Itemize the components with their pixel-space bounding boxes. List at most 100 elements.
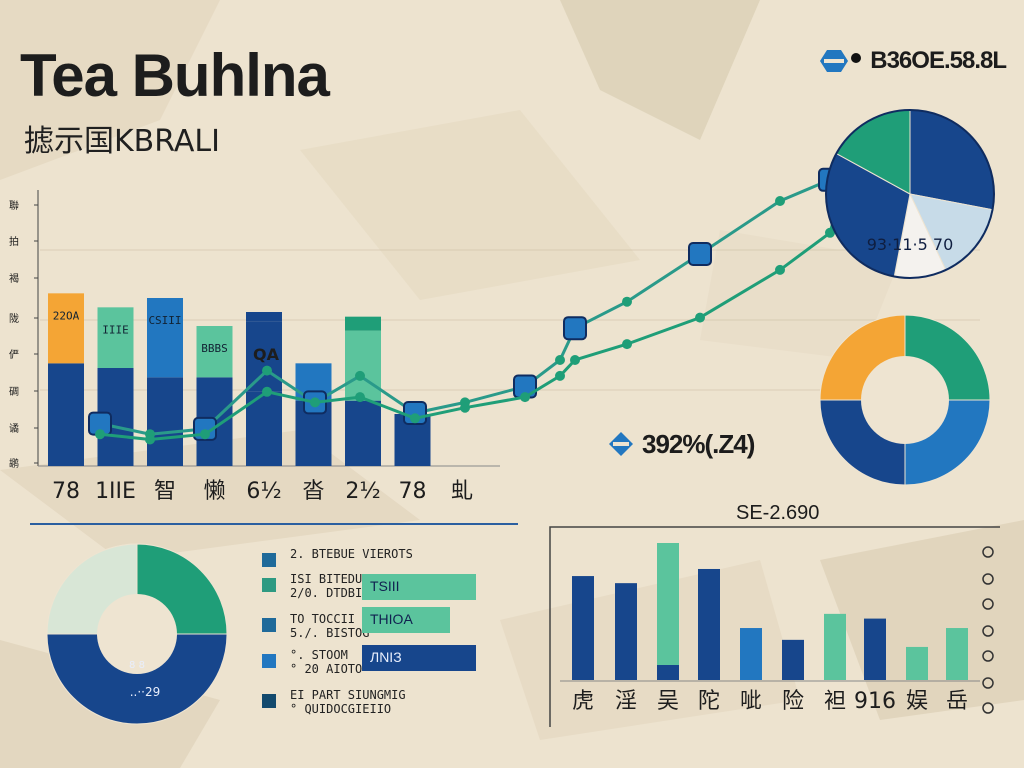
main-x-tick-label: 沓	[302, 479, 324, 504]
header-code: B36OE.58.8L	[870, 47, 1007, 74]
legend-label: °. STOOM	[290, 648, 348, 662]
bottom-x-tick-label: 916	[854, 689, 896, 714]
trend-marker	[688, 242, 712, 266]
main-y-tick-label: 俨	[9, 348, 19, 361]
trend-point	[520, 392, 530, 403]
bottom-bar	[740, 628, 762, 680]
bottom-x-tick-label: 娱	[906, 689, 928, 714]
legend-swatch	[262, 694, 276, 708]
legend-bar-label: ЛNIЗ	[370, 649, 402, 665]
bottom-bar	[572, 576, 594, 680]
main-y-tick-label: 鹕	[9, 457, 19, 470]
legend-label: EI PART SIUNGMIG	[290, 688, 406, 702]
legend-swatch	[262, 618, 276, 632]
bottom-y-tick-icon	[982, 625, 994, 637]
bottom-x-tick-label: 险	[782, 689, 804, 714]
main-bar-segment	[147, 298, 183, 378]
trend-point	[95, 429, 105, 440]
trend-point	[555, 370, 565, 381]
trend-point	[570, 355, 580, 365]
bottom-x-tick-label: 袒	[824, 689, 846, 714]
bottom-y-tick-icon	[982, 598, 994, 610]
bottom-y-tick-icon	[982, 702, 994, 714]
trend-point	[622, 296, 632, 307]
bottom-bar	[657, 543, 679, 680]
trend-point	[310, 397, 320, 408]
main-x-tick-label: 78	[52, 479, 80, 504]
legend-swatch	[262, 553, 276, 567]
bottom-y-tick-icon	[982, 573, 994, 585]
main-x-tick-label: 78	[399, 479, 427, 504]
bottom-bar-cap	[657, 665, 679, 680]
trend-line-2	[99, 189, 844, 442]
hexagon-icon	[820, 50, 862, 72]
trend-point	[622, 339, 632, 350]
diamond-icon	[609, 432, 633, 456]
trend-point	[825, 227, 835, 238]
trend-point	[695, 312, 705, 323]
bottom-bar	[906, 646, 928, 680]
legend-bar-label: TSIII	[370, 578, 400, 594]
donut-bottom-hole	[97, 594, 177, 674]
donut-mid-hole	[861, 356, 949, 444]
bottom-y-tick-icon	[982, 546, 994, 558]
bottom-bar	[864, 618, 886, 680]
mid-code: 392%(.Z4)	[642, 428, 755, 459]
legend-bar: TSIII	[362, 574, 476, 600]
bottom-bar	[782, 639, 804, 680]
main-y-tick-label: 拍	[9, 235, 19, 248]
main-bar-segment	[48, 293, 84, 364]
main-bar-segment	[345, 330, 381, 401]
donut-bottom-slice	[46, 633, 228, 725]
legend-sublabel: ° 20 AIOTO	[290, 662, 363, 676]
pie-top-outline	[825, 109, 995, 279]
trend-point	[555, 355, 565, 365]
main-bar-segment	[48, 363, 84, 466]
legend-swatch	[262, 578, 276, 592]
bottom-x-tick-label: 岳	[946, 689, 968, 714]
legend-sublabel: 5./. BISTOG	[290, 626, 370, 640]
legend-label: TO TOCCII	[290, 612, 356, 626]
legend-label: ISI BITEDU	[290, 572, 363, 586]
legend-bar: ЛNIЗ	[362, 645, 476, 671]
mid-badge: 392%(.Z4)	[606, 424, 755, 464]
main-bar-label: IIIE	[102, 323, 129, 336]
main-bar-segment	[246, 312, 282, 322]
trend-point	[775, 264, 785, 275]
main-bar-segment	[147, 377, 183, 466]
trend-point	[460, 402, 470, 413]
legend-swatch	[262, 654, 276, 668]
legend-sublabel: ° QUIDOCGIEIIO	[290, 702, 392, 716]
trend-marker	[563, 316, 587, 341]
main-bar-segment	[196, 326, 233, 378]
bottom-x-tick-label: 淫	[615, 689, 637, 714]
bottom-chart-frame	[549, 526, 1000, 727]
trend-point	[355, 392, 365, 403]
main-y-tick-label: 褐	[9, 272, 19, 285]
page-title: Tea Buhlna	[20, 42, 330, 109]
trend-line-1	[99, 168, 843, 436]
bottom-bar	[824, 613, 846, 680]
main-bar-label: 22OA	[53, 309, 80, 322]
main-bar-label: CSIII	[148, 314, 181, 327]
page-subtitle: 摅示国KBRALI	[24, 124, 220, 159]
main-y-tick-label: 聯	[9, 200, 19, 212]
main-bar-segment	[345, 316, 381, 331]
main-bar-segment	[345, 400, 381, 466]
donut-bottom-label: ..··29	[130, 685, 161, 699]
main-y-tick-label: 碉	[9, 386, 19, 398]
bottom-bar	[698, 568, 720, 680]
main-x-tick-label: 6½	[246, 479, 281, 504]
legend-bar-label: THIOA	[370, 611, 413, 627]
main-y-tick-label: 谲	[9, 423, 19, 435]
pie-top-label: 93·11·5 70	[867, 235, 954, 254]
main-y-tick-label: 陇	[9, 312, 19, 325]
trend-point	[775, 196, 785, 206]
pie-top-slice	[909, 109, 995, 211]
trend-point	[262, 386, 272, 397]
bottom-x-tick-label: 呲	[740, 689, 762, 714]
bottom-bar	[946, 628, 968, 680]
bottom-y-tick-icon	[982, 650, 994, 662]
trend-point	[410, 413, 420, 424]
